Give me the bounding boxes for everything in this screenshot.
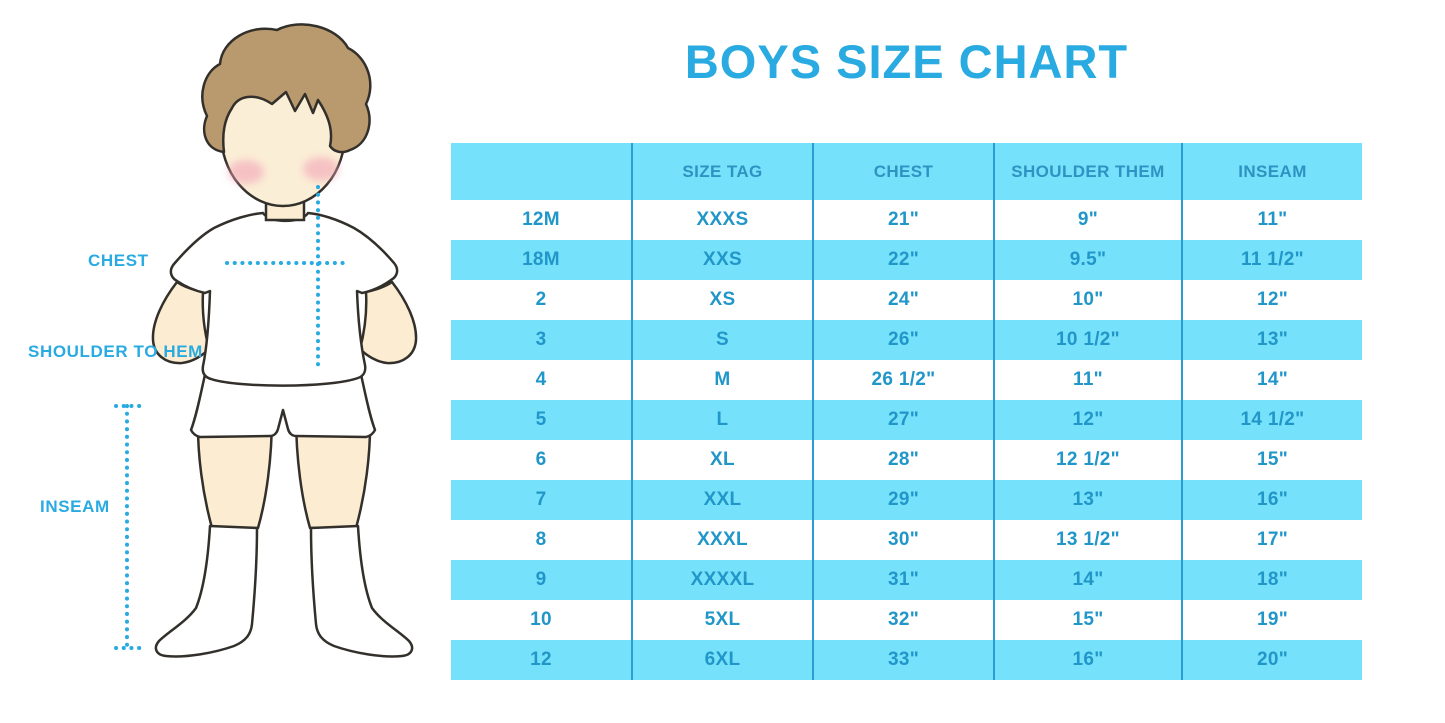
cell-size: 5 — [451, 400, 632, 440]
boy-hair — [201, 23, 372, 154]
table-row: 8 XXXL 30" 13 1/2" 17" — [451, 520, 1362, 560]
cell-chest: 29" — [812, 480, 994, 520]
boy-cheek-right — [303, 157, 339, 181]
cell-shoulder-them: 11" — [993, 360, 1182, 400]
cell-shoulder-them: 14" — [993, 560, 1182, 600]
table-row: 4 M 26 1/2" 11" 14" — [451, 360, 1362, 400]
cell-size: 4 — [451, 360, 632, 400]
cell-size-tag: XXL — [631, 480, 813, 520]
header-size-tag: SIZE TAG — [631, 143, 813, 200]
cell-chest: 21" — [812, 200, 994, 240]
table-row: 12 6XL 33" 16" 20" — [451, 640, 1362, 680]
cell-size: 9 — [451, 560, 632, 600]
cell-size-tag: XXXXL — [631, 560, 813, 600]
cell-shoulder-them: 12 1/2" — [993, 440, 1182, 480]
boy-cheek-left — [228, 160, 264, 184]
cell-chest: 32" — [812, 600, 994, 640]
cell-inseam: 12" — [1181, 280, 1362, 320]
size-table-header: SIZE TAG CHEST SHOULDER THEM INSEAM — [451, 143, 1362, 200]
cell-size: 3 — [451, 320, 632, 360]
size-table: SIZE TAG CHEST SHOULDER THEM INSEAM 12M … — [451, 143, 1362, 680]
cell-size-tag: S — [631, 320, 813, 360]
cell-size: 7 — [451, 480, 632, 520]
cell-size-tag: 6XL — [631, 640, 813, 680]
cell-size-tag: XXXL — [631, 520, 813, 560]
cell-size: 8 — [451, 520, 632, 560]
cell-shoulder-them: 16" — [993, 640, 1182, 680]
cell-inseam: 17" — [1181, 520, 1362, 560]
header-row: SIZE TAG CHEST SHOULDER THEM INSEAM — [451, 143, 1362, 200]
cell-shoulder-them: 13 1/2" — [993, 520, 1182, 560]
table-row: 12M XXXS 21" 9" 11" — [451, 200, 1362, 240]
cell-chest: 28" — [812, 440, 994, 480]
cell-inseam: 15" — [1181, 440, 1362, 480]
cell-inseam: 20" — [1181, 640, 1362, 680]
cell-chest: 33" — [812, 640, 994, 680]
boy-figure-illustration: CHEST SHOULDER TO HEM INSEAM — [0, 0, 450, 723]
cell-chest: 30" — [812, 520, 994, 560]
cell-chest: 24" — [812, 280, 994, 320]
boy-sock-left — [154, 524, 259, 658]
cell-shoulder-them: 15" — [993, 600, 1182, 640]
cell-chest: 22" — [812, 240, 994, 280]
cell-inseam: 19" — [1181, 600, 1362, 640]
cell-size: 12 — [451, 640, 632, 680]
table-row: 9 XXXXL 31" 14" 18" — [451, 560, 1362, 600]
cell-chest: 26 1/2" — [812, 360, 994, 400]
page-title: BOYS SIZE CHART — [684, 35, 1129, 88]
boy-arm-right — [358, 280, 418, 365]
cell-inseam: 11 1/2" — [1181, 240, 1362, 280]
header-size — [451, 143, 632, 200]
table-row: 3 S 26" 10 1/2" 13" — [451, 320, 1362, 360]
cell-shoulder-them: 13" — [993, 480, 1182, 520]
cell-chest: 26" — [812, 320, 994, 360]
table-row: 10 5XL 32" 15" 19" — [451, 600, 1362, 640]
cell-chest: 27" — [812, 400, 994, 440]
inseam-label: INSEAM — [40, 497, 110, 516]
cell-inseam: 14 1/2" — [1181, 400, 1362, 440]
cell-size-tag: XS — [631, 280, 813, 320]
cell-size-tag: XL — [631, 440, 813, 480]
cell-size: 12M — [451, 200, 632, 240]
cell-shoulder-them: 9.5" — [993, 240, 1182, 280]
cell-chest: 31" — [812, 560, 994, 600]
boy-tshirt — [169, 211, 399, 387]
boy-sock-right — [309, 524, 414, 658]
header-shoulder-them: SHOULDER THEM — [993, 143, 1182, 200]
table-row: 18M XXS 22" 9.5" 11 1/2" — [451, 240, 1362, 280]
boy-illustration-svg — [114, 23, 418, 658]
table-row: 5 L 27" 12" 14 1/2" — [451, 400, 1362, 440]
cell-shoulder-them: 9" — [993, 200, 1182, 240]
cell-shoulder-them: 10" — [993, 280, 1182, 320]
size-table-body: 12M XXXS 21" 9" 11" 18M XXS 22" 9.5" 11 … — [451, 200, 1362, 680]
header-chest: CHEST — [812, 143, 994, 200]
cell-size-tag: XXXS — [631, 200, 813, 240]
cell-shoulder-them: 12" — [993, 400, 1182, 440]
table-row: 2 XS 24" 10" 12" — [451, 280, 1362, 320]
header-inseam: INSEAM — [1181, 143, 1362, 200]
cell-inseam: 16" — [1181, 480, 1362, 520]
cell-size-tag: L — [631, 400, 813, 440]
shoulder-to-hem-label: SHOULDER TO HEM — [28, 342, 203, 361]
cell-shoulder-them: 10 1/2" — [993, 320, 1182, 360]
cell-size-tag: M — [631, 360, 813, 400]
cell-size-tag: 5XL — [631, 600, 813, 640]
table-row: 7 XXL 29" 13" 16" — [451, 480, 1362, 520]
table-row: 6 XL 28" 12 1/2" 15" — [451, 440, 1362, 480]
cell-size: 2 — [451, 280, 632, 320]
cell-size: 18M — [451, 240, 632, 280]
cell-inseam: 14" — [1181, 360, 1362, 400]
cell-inseam: 11" — [1181, 200, 1362, 240]
cell-inseam: 18" — [1181, 560, 1362, 600]
cell-size: 6 — [451, 440, 632, 480]
cell-size-tag: XXS — [631, 240, 813, 280]
chest-label: CHEST — [88, 251, 149, 270]
cell-inseam: 13" — [1181, 320, 1362, 360]
cell-size: 10 — [451, 600, 632, 640]
